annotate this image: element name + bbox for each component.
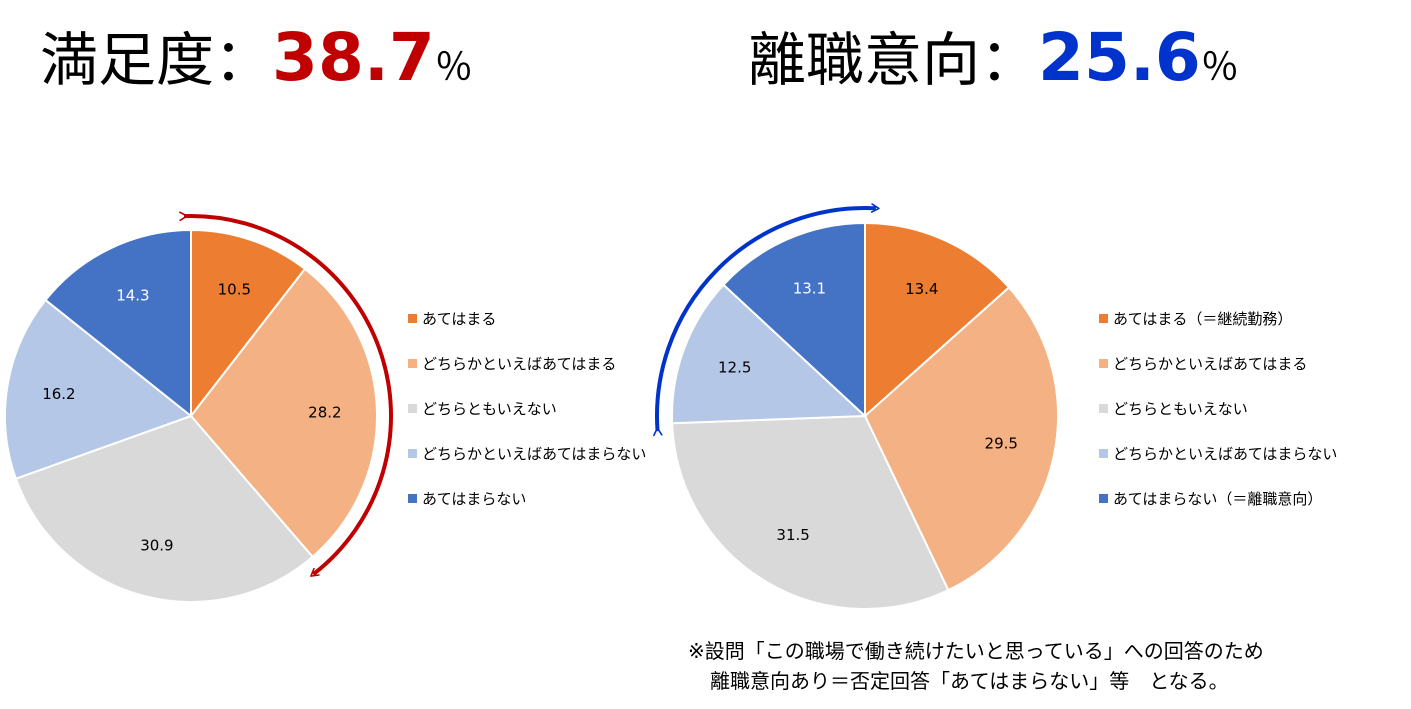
turnover-legend-item-0: あてはまる（＝継続勤務）	[1113, 310, 1292, 328]
turnover-unit: ％	[1200, 45, 1239, 89]
satisfaction-legend-item-2: どちらともいえない	[422, 400, 557, 418]
turnover-legend-item-4: あてはまらない（＝離職意向）	[1113, 490, 1322, 508]
turnover-slice-1	[863, 286, 1059, 592]
turnover-legend-item-3: どちらかといえばあてはまらない	[1113, 445, 1337, 463]
satisfaction-title: 満足度：38.7％	[40, 18, 473, 107]
turnover-legend-swatch-3	[1099, 449, 1108, 458]
satisfaction-value: 38.7	[272, 19, 435, 96]
footnote-line-2: 離職意向あり＝否定回答「あてはまらない」等 となる。	[710, 669, 1229, 693]
satisfaction-legend-item-4: あてはまらない	[422, 490, 526, 508]
satisfaction-data-label-3: 16.2	[42, 385, 75, 403]
turnover-legend-item-2: どちらともいえない	[1113, 400, 1248, 418]
turnover-data-label-2: 31.5	[776, 526, 809, 544]
satisfaction-legend-swatch-2	[408, 404, 417, 413]
turnover-legend: あてはまる（＝継続勤務） どちらかといえばあてはまるどちらともいえないどちらかとい…	[1099, 310, 1337, 508]
footnote: ※設問「この職場で働き続けたいと思っている」への回答のため 離職意向あり＝否定回…	[688, 636, 1264, 696]
satisfaction-legend-swatch-1	[408, 359, 417, 368]
turnover-range-arrow	[653, 203, 880, 437]
satisfaction-legend: あてはまるどちらかといえばあてはまるどちらともいえないどちらかといえばあてはまら…	[408, 310, 646, 508]
turnover-pie-chart: 13.4 29.5 31.5 12.5 13.1	[671, 221, 1059, 610]
satisfaction-legend-swatch-0	[408, 314, 417, 323]
turnover-title-label: 離職意向：	[748, 26, 1039, 94]
satisfaction-data-label-0: 10.5	[218, 280, 251, 298]
turnover-legend-swatch-1	[1099, 359, 1108, 368]
turnover-intention-title: 離職意向：25.6％	[748, 18, 1239, 107]
satisfaction-slice-3	[4, 298, 194, 480]
turnover-legend-swatch-2	[1099, 404, 1108, 413]
satisfaction-title-label: 満足度：	[40, 26, 273, 94]
turnover-value: 25.6	[1038, 19, 1201, 96]
satisfaction-legend-item-1: どちらかといえばあてはまる	[422, 355, 616, 373]
turnover-data-label-4: 13.1	[793, 280, 826, 298]
turnover-legend-swatch-0	[1099, 314, 1108, 323]
turnover-legend-item-1: どちらかといえばあてはまる	[1113, 355, 1307, 373]
turnover-data-label-3: 12.5	[718, 359, 751, 377]
turnover-legend-swatch-4	[1099, 494, 1108, 503]
turnover-data-label-1: 29.5	[985, 434, 1018, 452]
footnote-line-1: ※設問「この職場で働き続けたいと思っている」への回答のため	[688, 639, 1264, 663]
satisfaction-range-arrow	[179, 211, 393, 577]
satisfaction-legend-swatch-4	[408, 494, 417, 503]
satisfaction-data-label-4: 14.3	[116, 286, 149, 304]
range-arrows	[179, 203, 880, 577]
satisfaction-data-label-2: 30.9	[140, 537, 173, 555]
satisfaction-slice-4	[44, 228, 192, 419]
satisfaction-legend-item-0: あてはまる	[422, 310, 496, 328]
turnover-data-label-0: 13.4	[905, 280, 938, 298]
satisfaction-legend-item-3: どちらかといえばあてはまらない	[422, 445, 646, 463]
satisfaction-data-label-1: 28.2	[308, 403, 341, 421]
satisfaction-unit: ％	[434, 45, 473, 89]
turnover-slice-2	[671, 414, 950, 610]
satisfaction-pie-chart: 10.5 28.2 30.9 16.2 14.3	[4, 228, 378, 603]
satisfaction-legend-swatch-3	[408, 449, 417, 458]
